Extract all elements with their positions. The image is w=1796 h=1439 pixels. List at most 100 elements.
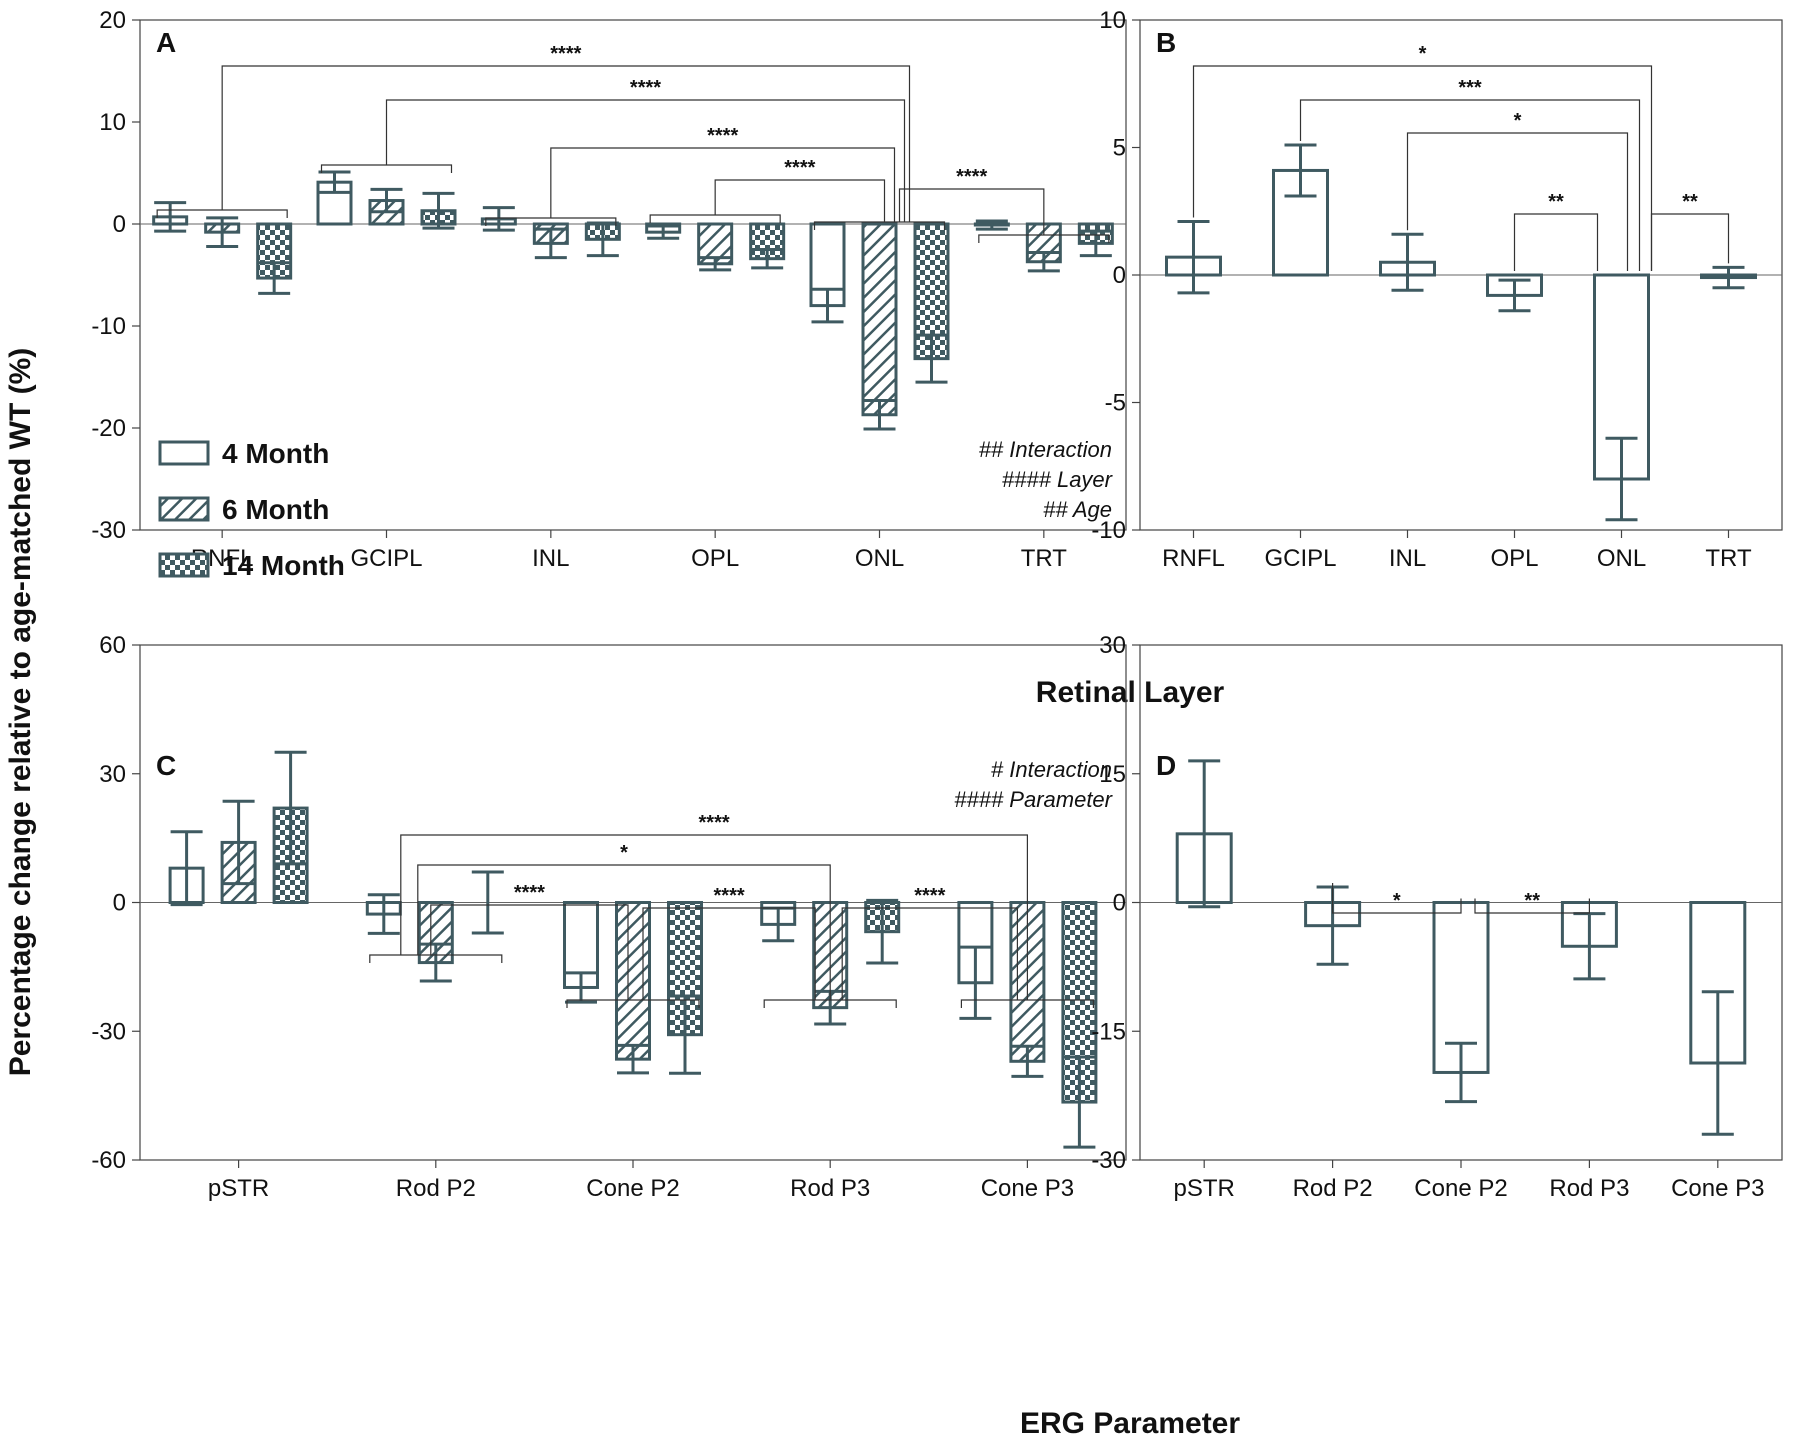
group-bracket [813,221,946,230]
x-axis-title-retinal-layer: Retinal Layer [1036,676,1225,709]
y-tick-label: -20 [91,415,126,442]
significance-label: **** [514,882,545,904]
panel-letter: A [156,27,176,58]
x-tick-label: OPL [691,545,739,572]
x-tick-label: INL [1389,545,1426,572]
significance-label: * [1419,43,1427,65]
y-tick-label: 30 [1099,632,1126,659]
legend-swatch [158,440,210,466]
panel-letter: B [1156,27,1176,58]
comparison-bracket [1192,65,1653,271]
stat-annotation: ## Interaction [979,437,1112,462]
x-tick-label: TRT [1021,545,1068,572]
comparison-bracket [1332,883,1462,914]
comparison-bracket [642,907,816,1000]
y-tick-label: -30 [1091,1147,1126,1174]
panel-c: 60 30 0 -30 -60 pSTR Rod P2 Cone P2 Rod P3 Cone P… [91,632,1127,1202]
bar [615,901,651,1061]
x-tick-label: Cone P3 [981,1175,1074,1202]
significance-label: **** [914,885,945,907]
x-tick-label: Cone P3 [1671,1175,1764,1202]
y-tick-label: -10 [1091,517,1126,544]
x-tick-label: TRT [1705,545,1752,572]
panel-d: 30 15 0 -15 -30 pSTR Rod P2 Cone P2 Rod P3 Cone P… [1091,632,1783,1202]
stat-annotation: ## Age [1043,497,1112,522]
y-tick-label: -15 [1091,1018,1126,1045]
y-tick-label: 0 [113,890,126,917]
comparison-bracket [1513,213,1599,271]
y-tick-label: -10 [91,313,126,340]
stat-annotation: #### Layer [1002,467,1114,492]
bar [1432,901,1490,1074]
comparison-bracket [1474,898,1590,914]
significance-label: * [1393,890,1401,912]
significance-label: ** [1524,890,1540,912]
y-tick-label: 0 [1113,262,1126,289]
x-tick-label: Cone P2 [1414,1175,1507,1202]
y-tick-label: -30 [91,1018,126,1045]
y-tick-label: 20 [99,7,126,34]
x-tick-label: Rod P2 [1293,1175,1373,1202]
significance-label: **** [956,166,987,188]
legend-label: 6 Month [222,494,329,525]
significance-label: **** [699,812,730,834]
y-tick-label: 10 [99,109,126,136]
legend-label: 4 Month [222,438,329,469]
x-tick-label: GCIPL [1264,545,1336,572]
comparison-bracket [385,99,906,222]
significance-label: *** [1458,77,1482,99]
comparison-bracket [898,188,1045,235]
significance-label: **** [714,885,745,907]
x-tick-label: INL [532,545,569,572]
y-tick-label: 0 [1113,890,1126,917]
y-tick-label: 10 [1099,7,1126,34]
x-tick-label: Rod P3 [790,1175,870,1202]
x-tick-label: RNFL [1162,545,1225,572]
significance-label: * [1514,110,1522,132]
comparison-bracket [417,864,831,1000]
x-tick-label: pSTR [1174,1175,1235,1202]
group-bracket [649,214,781,223]
significance-label: **** [630,77,661,99]
comparison-bracket [1406,132,1629,271]
legend-swatch [158,496,210,522]
panel-letter: D [1156,750,1176,781]
significance-label: **** [707,125,738,147]
x-axis-title-erg-parameter: ERG Parameter [1020,1407,1240,1439]
y-tick-label: 30 [99,761,126,788]
y-tick-label: 5 [1113,135,1126,162]
x-tick-label: OPL [1490,545,1538,572]
y-tick-label: 15 [1099,761,1126,788]
x-tick-label: pSTR [208,1175,269,1202]
comparison-bracket [550,147,896,222]
panel-letter: C [156,750,176,781]
legend-label: 14 Month [222,550,345,581]
legend-swatch [158,552,210,578]
comparison-bracket [1650,213,1730,271]
significance-label: **** [550,43,581,65]
x-tick-label: Cone P2 [586,1175,679,1202]
significance-label: ** [1682,191,1698,213]
x-tick-label: ONL [1597,545,1646,572]
significance-label: ** [1548,191,1564,213]
comparison-bracket [400,834,1028,1000]
group-bracket [566,999,700,1008]
y-tick-label: -30 [91,517,126,544]
comparison-bracket [714,179,886,222]
group-bracket [369,954,503,963]
comparison-bracket [221,65,911,222]
y-axis-title: Percentage change relative to age-matche… [4,348,37,1077]
comparison-bracket [430,904,629,1000]
x-tick-label: Rod P2 [396,1175,476,1202]
y-tick-label: 60 [99,632,126,659]
significance-label: * [620,842,628,864]
x-tick-label: Rod P3 [1549,1175,1629,1202]
stat-annotation: # Interaction [991,757,1112,782]
y-tick-label: -60 [91,1147,126,1174]
x-tick-label: GCIPL [350,545,422,572]
comparison-bracket [1299,99,1641,271]
y-tick-label: 0 [113,211,126,238]
